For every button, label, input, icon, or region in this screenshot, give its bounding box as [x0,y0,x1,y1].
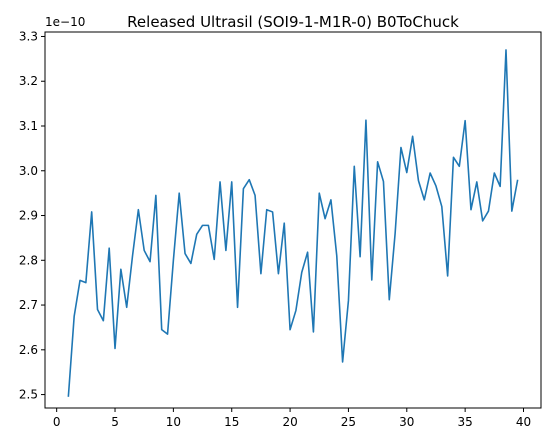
y-tick-label: 2.9 [19,209,38,223]
y-tick-label: 3.1 [19,119,38,133]
y-tick-label: 2.6 [19,343,38,357]
x-tick-label: 20 [282,415,297,429]
y-tick-label: 2.8 [19,253,38,267]
x-tick-label: 35 [458,415,473,429]
x-tick-label: 5 [111,415,119,429]
chart-title: Released Ultrasil (SOI9-1-M1R-0) B0ToChu… [127,13,459,31]
y-tick-label: 2.7 [19,298,38,312]
x-tick-label: 15 [224,415,239,429]
y-tick-label: 3.2 [19,74,38,88]
y-tick-label: 3.3 [19,29,38,43]
y-tick-label: 2.5 [19,388,38,402]
x-tick-label: 0 [53,415,61,429]
x-tick-label: 25 [341,415,356,429]
y-tick-label: 3.0 [19,164,38,178]
y-axis-offset-label: 1e−10 [45,15,85,29]
x-tick-label: 10 [166,415,181,429]
x-tick-label: 30 [399,415,414,429]
x-tick-label: 40 [516,415,531,429]
